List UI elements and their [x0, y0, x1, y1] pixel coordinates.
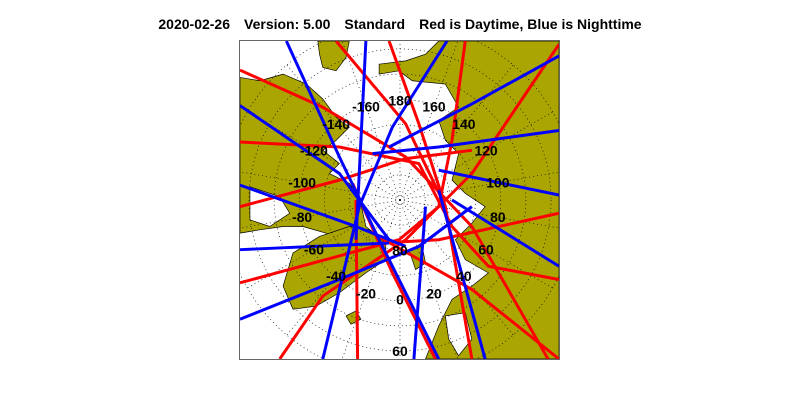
daytime-track — [379, 211, 559, 245]
longitude-label: -60 — [304, 242, 324, 258]
meridian-line — [399, 199, 553, 289]
daytime-track — [240, 148, 473, 209]
longitude-label: -80 — [292, 209, 312, 225]
daytime-track — [278, 43, 559, 359]
daytime-track — [387, 41, 447, 208]
grid-labels: -160 180 160 -140 140 -120 120 -100 100 -80 80 -60 6… — [288, 93, 510, 359]
latitude-label: 60 — [392, 343, 408, 359]
nighttime-track — [388, 54, 559, 149]
nighttime-track — [437, 189, 487, 359]
longitude-label: 40 — [456, 268, 472, 284]
longitude-label: 60 — [478, 242, 494, 258]
longitude-label: 100 — [486, 175, 509, 191]
longitude-label: -40 — [326, 268, 346, 284]
mode: Standard — [344, 16, 406, 32]
longitude-label: 160 — [422, 99, 445, 115]
nighttime-track — [372, 128, 559, 156]
longitude-label: -20 — [356, 285, 376, 301]
nighttime-track — [240, 205, 473, 321]
meridian-line — [341, 41, 401, 201]
longitude-label: 120 — [474, 142, 497, 158]
latitude-circle — [324, 124, 476, 276]
latitude-circle — [374, 174, 426, 226]
nighttime-track — [321, 41, 449, 359]
longitude-label: 0 — [396, 291, 404, 307]
legend-text: Red is Daytime, Blue is Nighttime — [419, 16, 642, 32]
longitude-label: -140 — [322, 116, 350, 132]
longitude-label: -120 — [300, 142, 328, 158]
alaska-island — [317, 41, 350, 72]
polar-map: -160 180 160 -140 140 -120 120 -100 100 -80 80 -60 6… — [239, 40, 560, 360]
meridian-line — [240, 199, 401, 229]
latitude-circle — [349, 149, 451, 251]
longitude-label: -100 — [288, 175, 316, 191]
daytime-track — [240, 140, 559, 281]
longitude-label: 140 — [452, 116, 475, 132]
meridian-line — [240, 171, 401, 201]
longitude-label: 80 — [490, 209, 506, 225]
latitude-circle — [298, 98, 502, 302]
map-canvas: -160 180 160 -140 140 -120 120 -100 100 -80 80 -60 6… — [240, 41, 559, 359]
nighttime-track — [438, 168, 559, 197]
meridian-line — [399, 41, 459, 201]
meridian-line — [399, 199, 459, 359]
nighttime-track — [240, 183, 407, 248]
nighttime-track — [240, 241, 390, 252]
meridian-line — [399, 111, 553, 201]
satellite-tracks — [240, 41, 559, 359]
nighttime-track — [412, 206, 427, 359]
longitude-label: 180 — [388, 93, 411, 109]
plot-title: 2020-02-26 Version: 5.00 Standard Red is Da… — [0, 16, 800, 32]
meridian-line — [286, 64, 401, 201]
meridian-line — [247, 111, 401, 201]
nighttime-track — [240, 104, 391, 241]
date: 2020-02-26 — [158, 16, 231, 32]
meridian-line — [399, 199, 559, 229]
daytime-track — [240, 68, 550, 359]
meridian-line — [399, 171, 559, 201]
meridian-line — [399, 64, 514, 201]
longitude-label: 20 — [426, 285, 442, 301]
nighttime-track — [451, 198, 559, 268]
nighttime-track — [354, 41, 368, 240]
meridian-line — [247, 199, 401, 289]
meridian-line — [341, 199, 401, 359]
latitude-label: 80 — [392, 242, 408, 258]
version: Version: 5.00 — [244, 16, 331, 32]
longitude-label: -160 — [352, 99, 380, 115]
